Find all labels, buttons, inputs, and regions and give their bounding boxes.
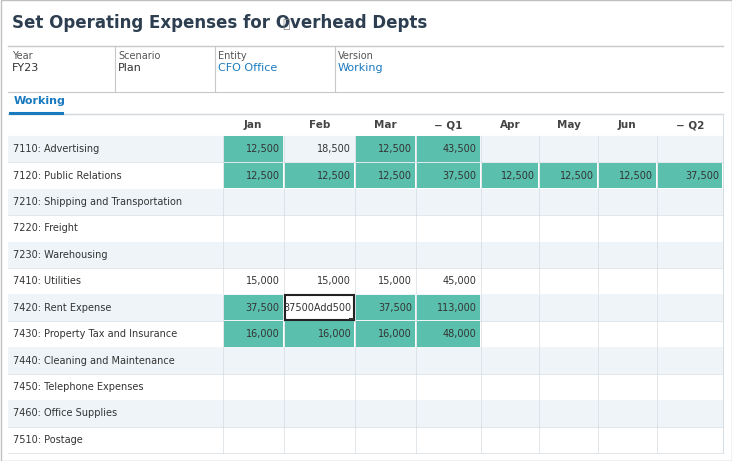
Bar <box>348 318 354 320</box>
Text: 12,500: 12,500 <box>317 171 351 181</box>
Text: − Q2: − Q2 <box>676 120 704 130</box>
Bar <box>8 347 723 374</box>
Text: 15,000: 15,000 <box>318 276 351 286</box>
Bar <box>224 136 283 162</box>
Bar <box>482 163 538 189</box>
Bar <box>356 163 415 189</box>
Text: 7510: Postage: 7510: Postage <box>13 435 83 445</box>
Bar <box>8 242 723 268</box>
Text: Entity: Entity <box>218 51 247 61</box>
Text: Version: Version <box>338 51 374 61</box>
Text: 48,000: 48,000 <box>443 329 477 339</box>
Text: 37,500: 37,500 <box>378 303 412 313</box>
Bar <box>599 163 656 189</box>
Text: 7120: Public Relations: 7120: Public Relations <box>13 171 122 181</box>
Text: 37,500: 37,500 <box>246 303 280 313</box>
Bar <box>224 321 283 347</box>
Bar <box>8 136 723 162</box>
Text: 16,000: 16,000 <box>378 329 412 339</box>
Bar <box>417 295 479 320</box>
Text: 7230: Warehousing: 7230: Warehousing <box>13 250 108 260</box>
Text: Scenario: Scenario <box>118 51 160 61</box>
Text: Set Operating Expenses for Overhead Depts: Set Operating Expenses for Overhead Dept… <box>12 14 427 32</box>
Text: Feb: Feb <box>309 120 330 130</box>
Text: 15,000: 15,000 <box>378 276 412 286</box>
Text: 18,500: 18,500 <box>318 144 351 154</box>
Text: 12,500: 12,500 <box>560 171 594 181</box>
Text: 12,500: 12,500 <box>501 171 535 181</box>
Bar <box>417 136 479 162</box>
Bar <box>356 136 415 162</box>
Text: 7450: Telephone Expenses: 7450: Telephone Expenses <box>13 382 143 392</box>
Bar <box>285 321 354 347</box>
Text: 7210: Shipping and Transportation: 7210: Shipping and Transportation <box>13 197 182 207</box>
Text: 16,000: 16,000 <box>318 329 351 339</box>
Bar <box>8 189 723 215</box>
Text: 7410: Utilities: 7410: Utilities <box>13 276 81 286</box>
Bar <box>8 295 723 321</box>
Text: 113,000: 113,000 <box>437 303 477 313</box>
Text: FY23: FY23 <box>12 63 40 73</box>
Text: CFO Office: CFO Office <box>218 63 277 73</box>
Text: 7220: Freight: 7220: Freight <box>13 224 78 233</box>
Text: May: May <box>557 120 580 130</box>
Text: 7460: Office Supplies: 7460: Office Supplies <box>13 408 117 419</box>
Bar <box>224 163 283 189</box>
Text: Jan: Jan <box>244 120 262 130</box>
Text: 12,500: 12,500 <box>378 171 412 181</box>
Text: 45,000: 45,000 <box>443 276 477 286</box>
Text: Jun: Jun <box>618 120 637 130</box>
Bar <box>285 295 354 320</box>
Bar <box>417 321 479 347</box>
Text: 12,500: 12,500 <box>619 171 653 181</box>
Text: Apr: Apr <box>500 120 520 130</box>
Text: Year: Year <box>12 51 33 61</box>
Text: 37,500: 37,500 <box>685 171 720 181</box>
Text: 43,500: 43,500 <box>443 144 477 154</box>
Bar <box>657 163 722 189</box>
Bar <box>356 321 415 347</box>
Text: 16,000: 16,000 <box>246 329 280 339</box>
Text: 7110: Advertising: 7110: Advertising <box>13 144 100 154</box>
Text: 15,000: 15,000 <box>246 276 280 286</box>
Text: Working: Working <box>338 63 384 73</box>
Text: 7430: Property Tax and Insurance: 7430: Property Tax and Insurance <box>13 329 177 339</box>
Text: − Q1: − Q1 <box>434 120 463 130</box>
Text: 37,500: 37,500 <box>443 171 477 181</box>
Text: 12,500: 12,500 <box>246 144 280 154</box>
Text: 7440: Cleaning and Maintenance: 7440: Cleaning and Maintenance <box>13 355 175 366</box>
Bar <box>8 400 723 426</box>
Bar <box>285 163 354 189</box>
Text: 7420: Rent Expense: 7420: Rent Expense <box>13 303 111 313</box>
Text: Mar: Mar <box>374 120 397 130</box>
Text: ⓘ: ⓘ <box>283 18 290 31</box>
Text: Plan: Plan <box>118 63 142 73</box>
Text: Working: Working <box>14 96 66 106</box>
Text: 12,500: 12,500 <box>378 144 412 154</box>
Text: 37500Add500: 37500Add500 <box>283 303 351 313</box>
Text: 12,500: 12,500 <box>246 171 280 181</box>
Bar <box>356 295 415 320</box>
Bar <box>224 295 283 320</box>
Bar <box>417 163 479 189</box>
Bar <box>540 163 597 189</box>
